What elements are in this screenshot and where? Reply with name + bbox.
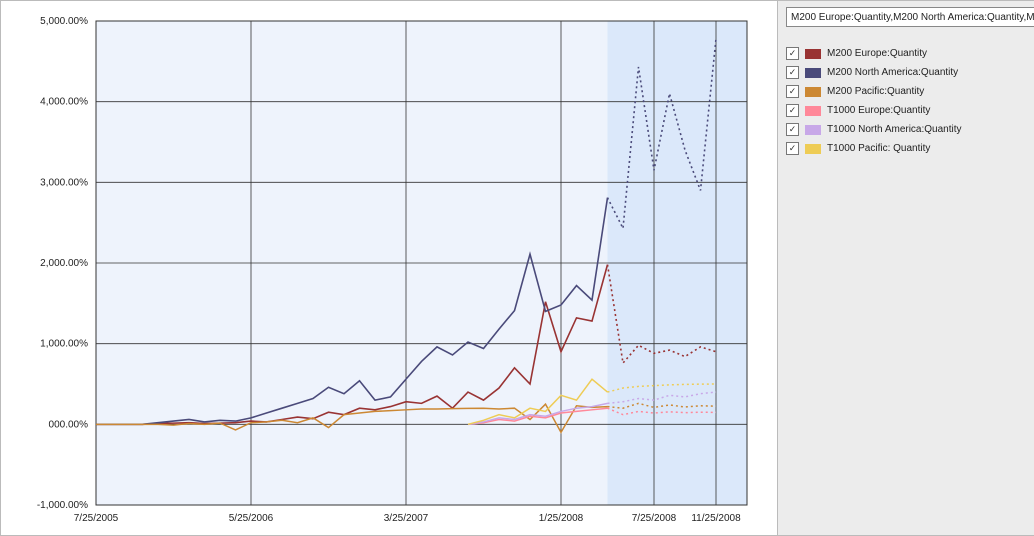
legend-checkbox[interactable]: ✓ <box>786 47 799 60</box>
legend-item: ✓ T1000 Pacific: Quantity <box>786 142 1034 155</box>
legend-panel: M200 Europe:Quantity,M200 North America:… <box>778 1 1034 535</box>
legend-label: T1000 Europe:Quantity <box>827 105 930 116</box>
legend-item: ✓ M200 Pacific:Quantity <box>786 85 1034 98</box>
legend-swatch <box>805 106 821 116</box>
svg-text:7/25/2005: 7/25/2005 <box>74 513 119 524</box>
legend-item: ✓ T1000 Europe:Quantity <box>786 104 1034 117</box>
chart-panel: -1,000.00% 000.00% 1,000.00% 2,000.00% 3,000… <box>1 1 778 535</box>
legend-swatch <box>805 87 821 97</box>
legend-item: ✓ M200 North America:Quantity <box>786 66 1034 79</box>
legend-label: M200 North America:Quantity <box>827 67 958 78</box>
legend-checkbox[interactable]: ✓ <box>786 104 799 117</box>
svg-text:-1,000.00%: -1,000.00% <box>37 500 88 511</box>
svg-text:1,000.00%: 1,000.00% <box>40 339 88 350</box>
legend-list: ✓ M200 Europe:Quantity ✓ M200 North America… <box>786 47 1034 155</box>
legend-label: T1000 Pacific: Quantity <box>827 143 930 154</box>
series-dropdown[interactable]: M200 Europe:Quantity,M200 North America:… <box>786 7 1034 27</box>
svg-text:3/25/2007: 3/25/2007 <box>384 513 429 524</box>
legend-label: T1000 North America:Quantity <box>827 124 962 135</box>
legend-swatch <box>805 68 821 78</box>
svg-text:11/25/2008: 11/25/2008 <box>691 513 741 524</box>
dropdown-text: M200 Europe:Quantity,M200 North America:… <box>791 12 1034 23</box>
legend-swatch <box>805 144 821 154</box>
svg-text:3,000.00%: 3,000.00% <box>40 177 88 188</box>
legend-swatch <box>805 125 821 135</box>
legend-label: M200 Europe:Quantity <box>827 48 927 59</box>
svg-text:5/25/2006: 5/25/2006 <box>229 513 274 524</box>
legend-item: ✓ T1000 North America:Quantity <box>786 123 1034 136</box>
line-chart: -1,000.00% 000.00% 1,000.00% 2,000.00% 3,000… <box>1 1 777 535</box>
svg-text:2,000.00%: 2,000.00% <box>40 258 88 269</box>
svg-text:4,000.00%: 4,000.00% <box>40 97 88 108</box>
legend-checkbox[interactable]: ✓ <box>786 85 799 98</box>
svg-text:5,000.00%: 5,000.00% <box>40 16 88 27</box>
svg-text:7/25/2008: 7/25/2008 <box>632 513 677 524</box>
legend-swatch <box>805 49 821 59</box>
legend-checkbox[interactable]: ✓ <box>786 123 799 136</box>
legend-item: ✓ M200 Europe:Quantity <box>786 47 1034 60</box>
svg-text:000.00%: 000.00% <box>49 419 89 430</box>
legend-checkbox[interactable]: ✓ <box>786 66 799 79</box>
legend-checkbox[interactable]: ✓ <box>786 142 799 155</box>
legend-label: M200 Pacific:Quantity <box>827 86 924 97</box>
svg-text:1/25/2008: 1/25/2008 <box>539 513 584 524</box>
